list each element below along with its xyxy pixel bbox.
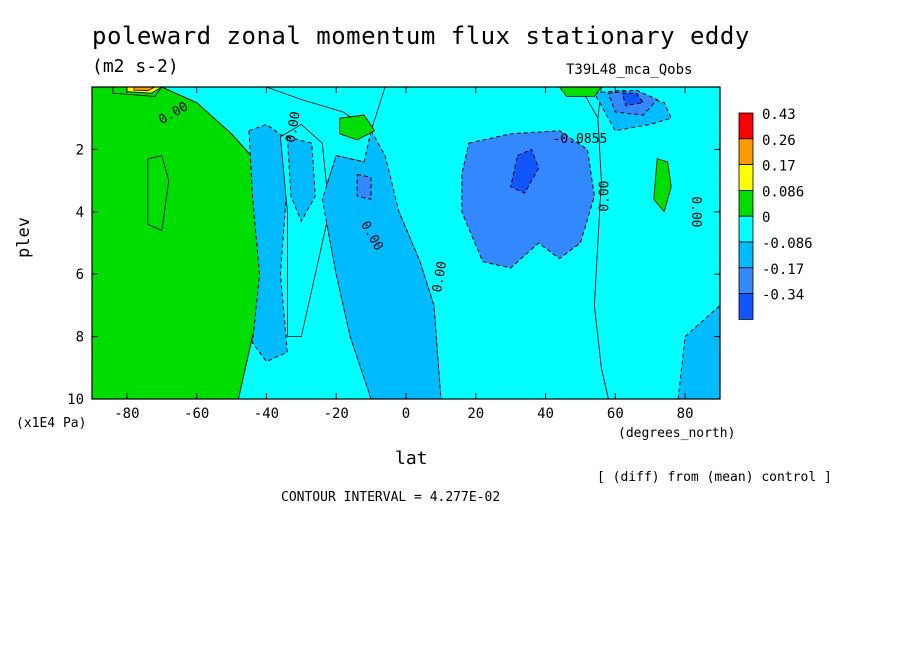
contour-region-8 [510, 148, 540, 194]
colorbar-label: 0.17 [762, 159, 796, 175]
x-tick-label: -60 [184, 406, 209, 422]
colorbar-label: 0.086 [762, 184, 804, 200]
chart-title: poleward zonal momentum flux stationary … [92, 22, 750, 50]
colorbar-swatch [738, 293, 754, 320]
y-tick-label: 2 [76, 142, 84, 158]
contour-label: 0.00 [430, 260, 450, 293]
colorbar-label: 0.26 [762, 133, 796, 149]
colorbar-swatch [738, 138, 754, 166]
x-axis-unit: (degrees_north) [618, 426, 736, 441]
colorbar-swatch [738, 189, 754, 217]
x-tick-label: 0 [402, 406, 410, 422]
x-axis-label: lat [395, 448, 428, 469]
chart-units: (m2 s-2) [92, 56, 179, 77]
x-tick-label: 40 [537, 406, 554, 422]
contour-region-16 [339, 114, 376, 141]
colorbar-label: -0.086 [762, 236, 813, 252]
axes: -80 -60 -40 -20 0 20 40 60 80 2 4 6 8 10 [67, 86, 721, 422]
x-tick-label: 60 [607, 406, 624, 422]
contour-label: 0.00 [597, 180, 612, 211]
contour-region-7 [461, 130, 595, 269]
contour-label: 0.00 [284, 110, 304, 143]
contour-region-13 [621, 92, 645, 107]
colorbar-label: 0 [762, 210, 770, 226]
colorbar-swatch [738, 267, 754, 294]
contour-region-17 [653, 158, 672, 213]
contour-region-2 [248, 123, 288, 363]
colorbar: 0.43 0.26 0.17 0.086 0 -0.086 -0.17 -0.34 [738, 107, 813, 320]
contour-region-9 [356, 173, 372, 200]
colorbar-swatch [738, 112, 754, 140]
colorbar-label: -0.17 [762, 262, 804, 278]
x-tick-label: 20 [467, 406, 484, 422]
contour-region-15 [147, 155, 170, 232]
colorbar-label: 0.43 [762, 107, 796, 123]
colorbar-swatch [738, 164, 754, 191]
colorbar-label: -0.34 [762, 288, 804, 304]
y-axis-unit: (x1E4 Pa) [16, 416, 87, 431]
y-tick-label: 8 [76, 330, 84, 346]
contour-region-4 [286, 136, 316, 223]
x-tick-label: 80 [677, 406, 694, 422]
contour-region-21 [558, 86, 603, 97]
y-tick-label: 10 [67, 392, 84, 408]
y-tick-label: 6 [76, 267, 84, 283]
contour-label: -0.0855 [553, 132, 608, 147]
diff-note: [ (diff) from (mean) control ] [597, 470, 832, 485]
y-tick-label: 4 [76, 205, 84, 221]
contour-label: 0.00 [688, 196, 703, 227]
run-label: T39L48_mca_Qobs [566, 62, 693, 78]
contour-interval: CONTOUR INTERVAL = 4.277E-02 [281, 490, 501, 505]
plot-area: 0.00 0.000.000.000.000.00-0.0855 [91, 86, 721, 400]
x-tick-label: -40 [254, 406, 279, 422]
colorbar-swatch [738, 215, 754, 243]
x-tick-label: -20 [324, 406, 349, 422]
colorbar-swatch [738, 241, 754, 269]
x-tick-label: -80 [114, 406, 139, 422]
